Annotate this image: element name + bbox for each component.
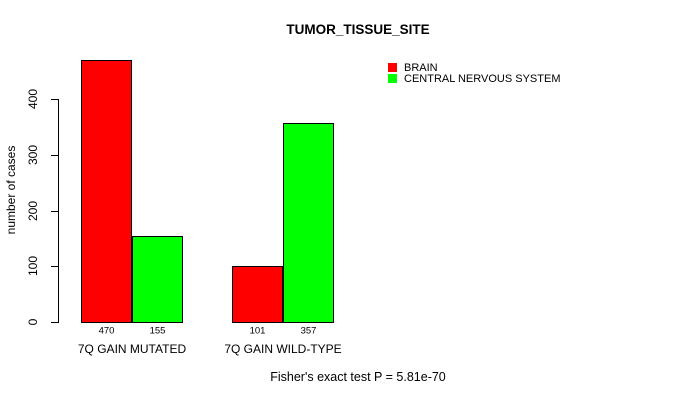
y-axis-label: number of cases bbox=[4, 145, 18, 235]
bar-central-nervous-system bbox=[283, 122, 334, 323]
legend-item: CENTRAL NERVOUS SYSTEM bbox=[388, 72, 561, 85]
y-axis-line bbox=[58, 99, 59, 323]
y-axis-tick-label: 400 bbox=[26, 88, 40, 110]
y-axis-tick bbox=[51, 266, 58, 268]
annotation-text: Fisher's exact test P = 5.81e-70 bbox=[270, 370, 446, 384]
bar-value-label: 357 bbox=[300, 325, 317, 337]
y-axis-tick-label: 0 bbox=[26, 318, 40, 326]
legend-swatch bbox=[388, 74, 397, 83]
bar-value-label: 470 bbox=[98, 325, 115, 337]
legend-item: BRAIN bbox=[388, 61, 560, 74]
x-category-label: 7Q GAIN WILD-TYPE bbox=[224, 342, 342, 356]
bar-brain bbox=[232, 265, 283, 323]
bar-central-nervous-system bbox=[132, 235, 183, 323]
y-axis-tick bbox=[51, 322, 58, 323]
legend: BRAIN CENTRAL NERVOUS SYSTEM bbox=[388, 61, 561, 85]
bar-value-label: 155 bbox=[149, 325, 166, 337]
y-axis-tick bbox=[51, 210, 58, 212]
y-axis-tick bbox=[51, 99, 58, 100]
y-axis-tick-label: 200 bbox=[26, 200, 40, 221]
y-axis-tick-label: 100 bbox=[26, 256, 40, 277]
bar-value-label: 101 bbox=[249, 325, 266, 337]
legend-label: CENTRAL NERVOUS SYSTEM bbox=[404, 72, 561, 85]
y-axis-tick bbox=[51, 154, 58, 156]
chart-title: TUMOR_TISSUE_SITE bbox=[286, 22, 430, 37]
legend-label: BRAIN bbox=[404, 61, 438, 74]
bar-brain bbox=[81, 59, 132, 323]
y-axis-tick-label: 300 bbox=[26, 144, 40, 165]
legend-swatch bbox=[388, 63, 397, 72]
x-category-label: 7Q GAIN MUTATED bbox=[77, 342, 187, 356]
